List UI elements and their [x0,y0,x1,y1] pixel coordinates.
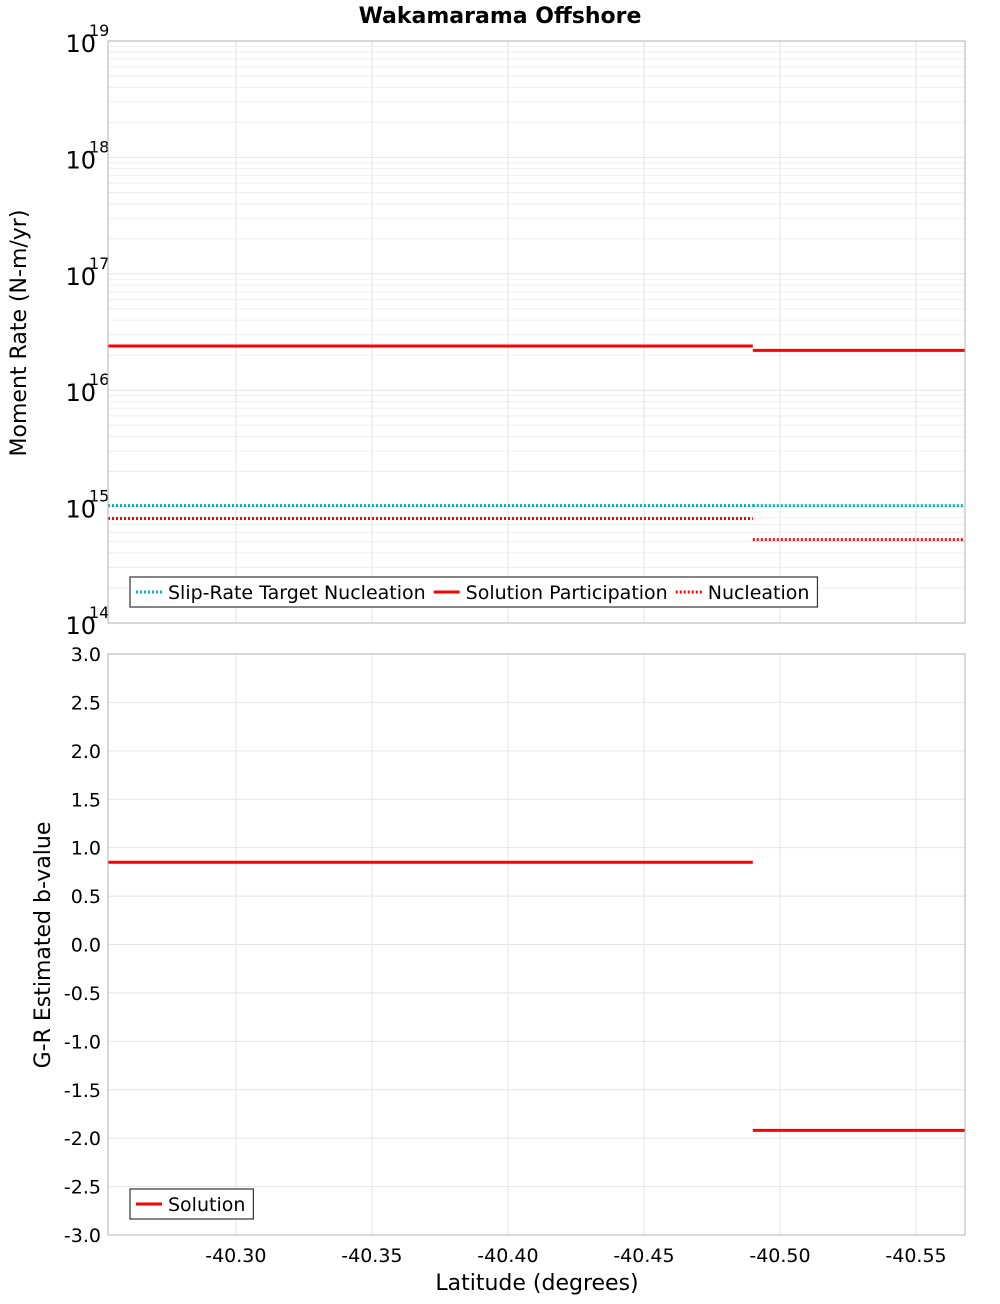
y-tick-label: 1.0 [71,838,101,860]
x-tick-label: -40.55 [885,1245,946,1267]
y-tick-label: -3.0 [64,1225,101,1247]
bvalue-plot: 3.0 2.5 2.0 1.5 1.0 0.5 0.0 -0.5 -1.0 -1.5 -2.0 -2.… [64,644,966,1267]
y-tick-label: 1.5 [71,789,101,811]
y-tick-label: 2.5 [71,692,101,714]
legend-label: Solution [168,1194,245,1216]
legend-label: Solution Participation [466,582,668,604]
plot-frame [107,40,966,624]
y-tick-label: 10 [65,496,96,524]
x-tick-label: -40.45 [613,1245,674,1267]
y-tick-exponent: 14 [89,603,109,622]
y-tick-exponent: 18 [89,137,109,156]
y-tick-exponent: 15 [89,487,109,506]
y-tick-exponent: 16 [89,370,109,389]
x-tick-label: -40.50 [749,1245,810,1267]
plot-frame [107,653,966,1236]
y-tick-label: 10 [65,263,96,291]
y-tick-label: 10 [65,30,96,58]
legend-label: Slip-Rate Target Nucleation [168,582,426,604]
bvalue-y-axis-label: G-R Estimated b-value [31,822,56,1069]
y-tick-exponent: 19 [89,21,109,40]
y-tick-label: -2.0 [64,1128,101,1150]
y-tick-label: 10 [65,612,96,640]
x-tick-label: -40.35 [341,1245,402,1267]
y-tick-label: 2.0 [71,741,101,763]
legend: Slip-Rate Target Nucleation Solution Part… [129,576,819,608]
legend-label: Nucleation [708,582,810,604]
y-tick-label: -2.5 [64,1177,101,1199]
y-tick-label: 3.0 [71,644,101,666]
y-tick-label: 0.5 [71,886,101,908]
y-tick-label: 10 [65,379,96,407]
y-tick-exponent: 17 [89,254,109,273]
y-tick-label: 0.0 [71,935,101,957]
moment-y-axis-label: Moment Rate (N-m/yr) [7,210,32,457]
legend-frame [129,576,819,608]
legend: Solution [129,1188,255,1220]
x-axis-label: Latitude (degrees) [435,1271,638,1296]
y-tick-label: -0.5 [64,983,101,1005]
y-tick-label: -1.0 [64,1031,101,1053]
y-tick-label: -1.5 [64,1080,101,1102]
chart-title: Wakamarama Offshore [359,4,642,29]
x-tick-label: -40.40 [477,1245,538,1267]
x-tick-label: -40.30 [205,1245,266,1267]
y-tick-label: 10 [65,146,96,174]
